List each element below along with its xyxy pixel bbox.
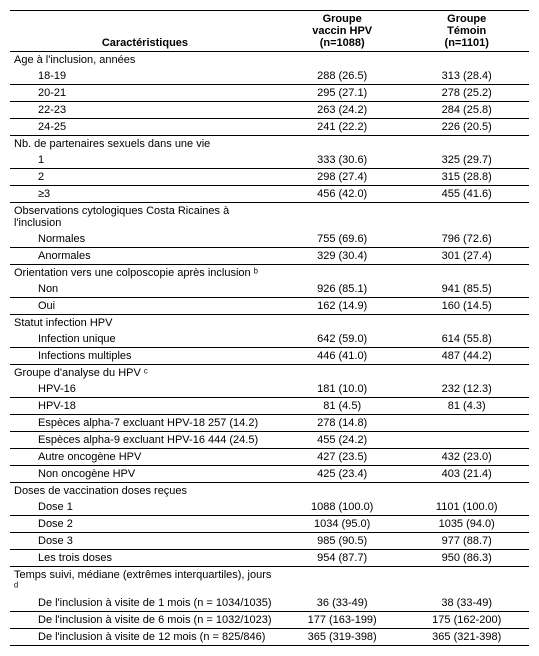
table-cell-v2: 1035 (94.0) xyxy=(404,516,529,533)
table-body: Age à l'inclusion, années18-19288 (26.5)… xyxy=(10,52,529,646)
table-row-label: 18-19 xyxy=(10,68,280,85)
table-cell-v2: 232 (12.3) xyxy=(404,381,529,398)
table-cell-v2: 38 (33-49) xyxy=(404,595,529,612)
header-g2-line1: Groupe xyxy=(447,13,486,25)
section-title: Age à l'inclusion, années xyxy=(10,52,280,69)
table-row-label: 2 xyxy=(10,169,280,186)
table-row-label: HPV-16 xyxy=(10,381,280,398)
table-row-label: Dose 2 xyxy=(10,516,280,533)
table-cell-v2: 432 (23.0) xyxy=(404,449,529,466)
header-group-hpv: Groupe vaccin HPV (n=1088) xyxy=(280,11,405,52)
table-cell-v2: 325 (29.7) xyxy=(404,152,529,169)
table-cell-v2: 278 (25.2) xyxy=(404,85,529,102)
table-row-label: Oui xyxy=(10,298,280,315)
characteristics-table: Caractéristiques Groupe vaccin HPV (n=10… xyxy=(10,10,529,646)
table-cell-v1: 288 (26.5) xyxy=(280,68,405,85)
table-cell-v1: 427 (23.5) xyxy=(280,449,405,466)
table-row-label: 22-23 xyxy=(10,102,280,119)
table-cell-v1: 1088 (100.0) xyxy=(280,499,405,516)
table-cell-v1: 241 (22.2) xyxy=(280,119,405,136)
table-row-label: De l'inclusion à visite de 6 mois (n = 1… xyxy=(10,612,280,629)
table-cell-v1: 177 (163-199) xyxy=(280,612,405,629)
header-g1-line3: (n=1088) xyxy=(320,37,365,49)
table-cell-v2: 301 (27.4) xyxy=(404,248,529,265)
table-row-label: Espèces alpha-9 excluant HPV-16 444 (24.… xyxy=(10,432,280,449)
table-cell-v1: 365 (319-398) xyxy=(280,629,405,646)
table-cell-v2: 796 (72.6) xyxy=(404,231,529,248)
header-characteristics: Caractéristiques xyxy=(10,11,280,52)
table-row-label: Normales xyxy=(10,231,280,248)
table-cell-v1: 181 (10.0) xyxy=(280,381,405,398)
table-row-label: Infection unique xyxy=(10,331,280,348)
table-cell-v1: 329 (30.4) xyxy=(280,248,405,265)
header-g2-line2: Témoin xyxy=(447,25,486,37)
table-cell-v2: 175 (162-200) xyxy=(404,612,529,629)
table-row-label: ≥3 xyxy=(10,186,280,203)
table-row-label: 24-25 xyxy=(10,119,280,136)
table-cell-v1: 926 (85.1) xyxy=(280,281,405,298)
table-cell-v1: 298 (27.4) xyxy=(280,169,405,186)
section-title: Statut infection HPV xyxy=(10,315,280,332)
table-row-label: Dose 1 xyxy=(10,499,280,516)
table-cell-v2: 315 (28.8) xyxy=(404,169,529,186)
table-cell-v2: 455 (41.6) xyxy=(404,186,529,203)
table-cell-v2: 1101 (100.0) xyxy=(404,499,529,516)
table-row-label: Anormales xyxy=(10,248,280,265)
table-row-label: Autre oncogène HPV xyxy=(10,449,280,466)
table-cell-v2: 614 (55.8) xyxy=(404,331,529,348)
section-title: Observations cytologiques Costa Ricaines… xyxy=(10,203,280,232)
table-cell-v2: 81 (4.3) xyxy=(404,398,529,415)
table-cell-v2: 487 (44.2) xyxy=(404,348,529,365)
table-cell-v1: 425 (23.4) xyxy=(280,466,405,483)
table-cell-v2: 160 (14.5) xyxy=(404,298,529,315)
table-cell-v1: 755 (69.6) xyxy=(280,231,405,248)
table-cell-v2: 365 (321-398) xyxy=(404,629,529,646)
header-g2-line3: (n=1101) xyxy=(445,37,489,49)
table-cell-v1: 81 (4.5) xyxy=(280,398,405,415)
table-cell-v1: 446 (41.0) xyxy=(280,348,405,365)
table-cell-v1: 985 (90.5) xyxy=(280,533,405,550)
table-cell-v2 xyxy=(404,415,529,432)
table-row-label: 20-21 xyxy=(10,85,280,102)
table-row-label: HPV-18 xyxy=(10,398,280,415)
table-row-label: Espèces alpha-7 excluant HPV-18 257 (14.… xyxy=(10,415,280,432)
table-row-label: Infections multiples xyxy=(10,348,280,365)
table-cell-v2: 226 (20.5) xyxy=(404,119,529,136)
table-cell-v1: 455 (24.2) xyxy=(280,432,405,449)
section-title: Groupe d'analyse du HPV ᶜ xyxy=(10,365,280,382)
table-cell-v1: 295 (27.1) xyxy=(280,85,405,102)
section-title: Doses de vaccination doses reçues xyxy=(10,483,280,500)
table-cell-v1: 263 (24.2) xyxy=(280,102,405,119)
table-row-label: Dose 3 xyxy=(10,533,280,550)
table-cell-v1: 333 (30.6) xyxy=(280,152,405,169)
table-row-label: Non oncogène HPV xyxy=(10,466,280,483)
table-row-label: De l'inclusion à visite de 12 mois (n = … xyxy=(10,629,280,646)
header-g1-line2: vaccin HPV xyxy=(312,25,372,37)
table-row-label: De l'inclusion à visite de 1 mois (n = 1… xyxy=(10,595,280,612)
table-cell-v1: 36 (33-49) xyxy=(280,595,405,612)
table-cell-v1: 642 (59.0) xyxy=(280,331,405,348)
table-cell-v2: 403 (21.4) xyxy=(404,466,529,483)
header-group-control: Groupe Témoin (n=1101) xyxy=(404,11,529,52)
table-cell-v2: 284 (25.8) xyxy=(404,102,529,119)
table-cell-v1: 1034 (95.0) xyxy=(280,516,405,533)
section-title: Nb. de partenaires sexuels dans une vie xyxy=(10,136,280,153)
table-cell-v2: 941 (85.5) xyxy=(404,281,529,298)
header-g1-line1: Groupe xyxy=(323,13,362,25)
section-title: Orientation vers une colposcopie après i… xyxy=(10,265,280,282)
section-title: Temps suivi, médiane (extrêmes interquar… xyxy=(10,567,280,596)
table-row-label: Les trois doses xyxy=(10,550,280,567)
table-cell-v1: 954 (87.7) xyxy=(280,550,405,567)
table-row-label: 1 xyxy=(10,152,280,169)
table-row-label: Non xyxy=(10,281,280,298)
table-cell-v1: 456 (42.0) xyxy=(280,186,405,203)
table-cell-v2: 950 (86.3) xyxy=(404,550,529,567)
table-cell-v2: 977 (88.7) xyxy=(404,533,529,550)
table-cell-v2 xyxy=(404,432,529,449)
table-cell-v1: 278 (14.8) xyxy=(280,415,405,432)
table-cell-v1: 162 (14.9) xyxy=(280,298,405,315)
table-cell-v2: 313 (28.4) xyxy=(404,68,529,85)
